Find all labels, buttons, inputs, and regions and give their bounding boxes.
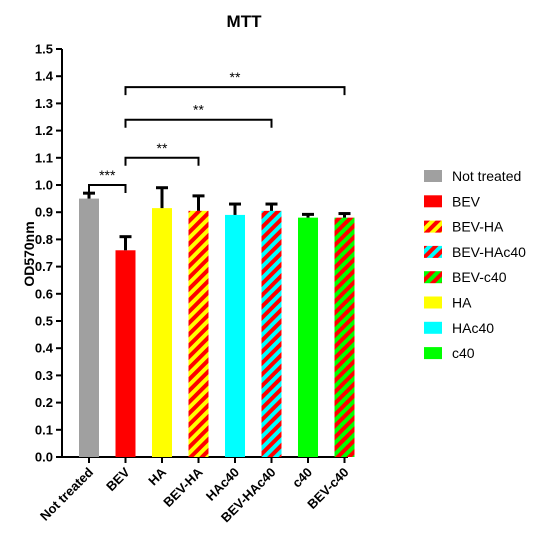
bar-bev-ha	[188, 210, 209, 457]
x-tick-label: BEV-HA	[160, 464, 206, 510]
significance-bracket	[124, 156, 200, 166]
legend-swatch	[424, 245, 442, 258]
y-tick-label: 0.9	[35, 205, 53, 220]
legend-label: BEV-c40	[452, 269, 507, 285]
y-tick-label: 1.4	[35, 69, 54, 84]
legend-swatch	[424, 271, 442, 284]
legend-label: BEV-HA	[452, 219, 504, 235]
legend-label: c40	[452, 345, 475, 361]
y-tick-label: 0.6	[35, 286, 53, 301]
bar-hac40	[225, 214, 245, 457]
legend-swatch	[424, 220, 442, 233]
y-axis-label: OD570nm	[21, 221, 37, 286]
y-tick-label: 1.2	[35, 123, 53, 138]
bar-not-treated	[79, 198, 99, 457]
x-tick-label: HA	[145, 464, 169, 488]
legend: Not treated BEV BEV-HA BEV-HAc40 BEV-c40 HA HA…	[424, 168, 526, 361]
y-tick-label: 0.3	[35, 368, 53, 383]
significance-label: **	[230, 69, 241, 85]
legend-label: BEV-HAc40	[452, 244, 526, 260]
y-tick-label: 0.5	[35, 314, 53, 329]
bar-ha	[152, 208, 172, 457]
x-tick-label: BEV	[103, 464, 133, 494]
y-tick-label: 0.8	[35, 232, 53, 247]
x-tick-label: c40	[289, 465, 315, 491]
y-tick-label: 0.7	[35, 259, 53, 274]
legend-label: HAc40	[452, 320, 494, 336]
legend-label: BEV	[452, 193, 481, 209]
y-tick-label: 0.2	[35, 395, 53, 410]
y-tick-label: 1.3	[35, 96, 53, 111]
bar-c40	[298, 217, 318, 457]
legend-swatch	[424, 195, 442, 208]
y-tick-label: 0.0	[35, 450, 53, 465]
axes: 0.0 0.1 0.2 0.3 0.4 0.5 0.6 0.7 0.8 0.9 1.0 1.1 1.2 1…	[35, 42, 348, 465]
significance-label: ***	[99, 167, 116, 183]
legend-swatch	[424, 170, 442, 182]
y-tick-label: 1.1	[35, 150, 53, 165]
bar-bev-c40	[334, 217, 355, 457]
bar-bev-hac40	[261, 210, 282, 457]
significance-bracket	[124, 86, 346, 96]
significance-label: **	[157, 140, 168, 156]
y-tick-label: 0.4	[35, 341, 54, 356]
significance-label: **	[193, 102, 204, 118]
chart-title: MTT	[227, 12, 263, 31]
legend-label: Not treated	[452, 168, 521, 184]
legend-label: HA	[452, 295, 472, 311]
significance-bracket	[88, 184, 127, 193]
y-tick-label: 0.1	[35, 422, 53, 437]
legend-swatch	[424, 296, 442, 309]
bar-bev	[115, 250, 136, 457]
x-tick-label: Not treated	[37, 464, 96, 523]
significance-brackets: *********	[88, 69, 346, 193]
legend-swatch	[424, 347, 442, 360]
legend-swatch	[424, 321, 442, 334]
y-tick-label: 1.0	[35, 178, 53, 193]
significance-bracket	[124, 118, 273, 128]
y-tick-label: 1.5	[35, 42, 53, 57]
